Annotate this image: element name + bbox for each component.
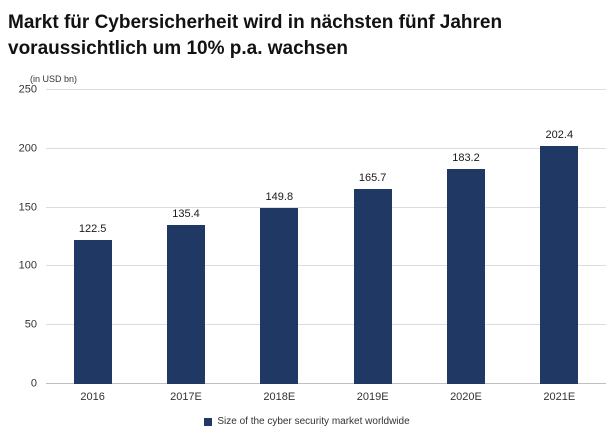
y-tick-label: 50 <box>24 318 37 331</box>
chart-title: Markt für Cybersicherheit wird in nächst… <box>8 12 503 60</box>
bars-container: 122.5 135.4 149.8 165.7 183.2 202.4 <box>46 90 606 385</box>
bar <box>260 207 299 385</box>
bar <box>446 168 485 385</box>
bar <box>166 224 205 385</box>
bar <box>353 189 392 385</box>
gridline <box>46 89 606 91</box>
bar-value-label: 122.5 <box>78 222 107 235</box>
legend-swatch <box>204 417 213 426</box>
bar-column: 183.2 <box>419 90 512 385</box>
bar-column: 202.4 <box>513 90 606 385</box>
y-tick-label: 200 <box>18 142 37 155</box>
bar-column: 122.5 <box>46 90 139 385</box>
x-tick-label: 2019E <box>356 391 389 404</box>
gridline <box>46 324 606 326</box>
y-tick-label: 150 <box>18 201 37 214</box>
x-tick-label: 2017E <box>170 391 202 404</box>
x-tick-label: 2020E <box>450 391 482 404</box>
y-tick-label: 100 <box>18 259 37 272</box>
axis-unit-label: (in USD bn) <box>30 74 78 85</box>
legend-label: Size of the cyber security market worldw… <box>217 416 410 428</box>
bar-value-label: 149.8 <box>265 190 294 203</box>
y-tick-label: 250 <box>18 83 37 96</box>
plot-area: 0 50 100 150 200 250 122.5 135.4 149.8 165.7 183.2… <box>19 84 606 389</box>
bar-column: 135.4 <box>139 90 232 385</box>
x-tick-label: 2016 <box>80 391 105 404</box>
gridline <box>46 383 606 385</box>
x-tick-label: 2018E <box>263 391 296 404</box>
x-tick-label: 2021E <box>543 391 576 404</box>
x-axis-labels: 2016 2017E 2018E 2019E 2020E 2021E <box>46 391 606 403</box>
bar <box>540 146 579 385</box>
bar-value-label: 165.7 <box>358 172 387 185</box>
y-tick-label: 0 <box>30 377 37 390</box>
bar-value-label: 183.2 <box>452 151 480 164</box>
legend: Size of the cyber security market worldw… <box>0 416 614 427</box>
bar-value-label: 202.4 <box>545 129 574 142</box>
gridline <box>46 265 606 267</box>
gridline <box>46 206 606 208</box>
bar <box>73 239 112 385</box>
gridline <box>46 147 606 149</box>
bar-value-label: 135.4 <box>172 207 200 220</box>
bar-column: 165.7 <box>326 90 419 385</box>
bar-column: 149.8 <box>233 90 326 385</box>
